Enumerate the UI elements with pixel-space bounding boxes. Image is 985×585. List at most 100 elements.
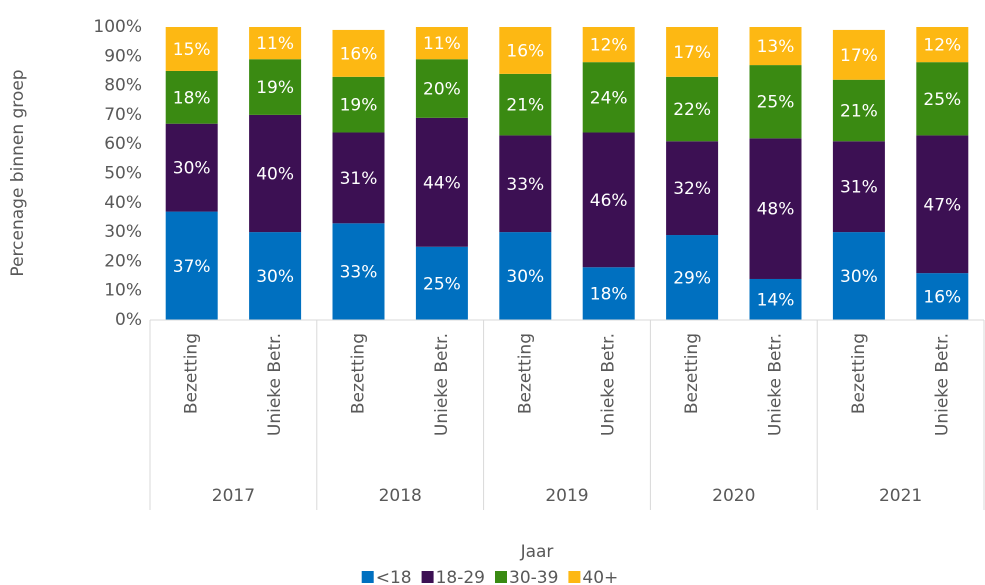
data-label: 25%	[423, 274, 461, 294]
legend-label: 40+	[582, 568, 618, 585]
data-label: 37%	[173, 257, 211, 277]
data-label: 15%	[173, 40, 211, 60]
x-tick-label: Unieke Betr.	[432, 333, 452, 436]
data-label: 47%	[923, 195, 961, 215]
bar-segment	[666, 76, 719, 142]
bar-segment	[165, 27, 218, 71]
data-label: 17%	[840, 46, 878, 66]
group-label: 2017	[212, 486, 255, 506]
y-tick-label: 20%	[104, 251, 142, 271]
data-label: 17%	[673, 43, 711, 63]
bar-segment	[415, 117, 468, 247]
group-label: 2020	[712, 486, 755, 506]
legend-label: 30-39	[509, 568, 558, 585]
data-label: 16%	[923, 288, 961, 308]
bar-segment	[332, 132, 385, 224]
y-tick-label: 10%	[104, 281, 142, 301]
bar-segment	[249, 27, 302, 60]
data-label: 16%	[340, 44, 378, 64]
data-label: 33%	[506, 175, 544, 195]
x-tick-label: Bezetting	[515, 333, 535, 414]
bar-segment	[749, 27, 802, 66]
data-label: 30%	[256, 267, 294, 287]
x-tick-label: Unieke Betr.	[265, 333, 285, 436]
bar-segment	[499, 27, 552, 74]
bar-segment	[415, 59, 468, 118]
x-tick-label: Unieke Betr.	[766, 333, 786, 436]
group-label: 2018	[379, 486, 422, 506]
data-label: 21%	[840, 102, 878, 122]
data-label: 12%	[590, 36, 628, 56]
group-label: 2021	[879, 486, 922, 506]
data-label: 12%	[923, 36, 961, 56]
legend-swatch	[361, 571, 374, 583]
data-label: 19%	[256, 78, 294, 98]
legend-label: 18-29	[436, 568, 485, 585]
y-tick-label: 60%	[104, 134, 142, 154]
bar-segment	[165, 70, 218, 124]
x-tick-label: Unieke Betr.	[599, 333, 619, 436]
y-tick-label: 50%	[104, 164, 142, 184]
data-label: 44%	[423, 173, 461, 193]
x-tick-label: Bezetting	[682, 333, 702, 414]
bar-segment	[249, 232, 302, 320]
data-label: 14%	[757, 290, 795, 310]
legend-swatch	[421, 571, 434, 583]
data-label: 13%	[757, 37, 795, 57]
data-label: 30%	[173, 159, 211, 179]
bar-segment	[165, 123, 218, 212]
data-label: 25%	[757, 93, 795, 113]
legend-swatch	[495, 571, 507, 583]
bar-segment	[165, 211, 218, 320]
bar-segment	[749, 65, 802, 139]
y-tick-label: 100%	[93, 17, 142, 37]
group-label: 2019	[545, 486, 588, 506]
legend-swatch	[568, 571, 581, 583]
bar-segment	[916, 135, 969, 274]
bar-segment	[415, 27, 468, 60]
bar-segment	[832, 232, 885, 320]
y-tick-label: 80%	[104, 76, 142, 96]
bar-segment	[749, 138, 802, 279]
bar-segment	[582, 132, 635, 268]
legend-label: <18	[376, 568, 412, 585]
bar-segment	[582, 267, 635, 320]
bar-segment	[832, 29, 885, 80]
data-label: 29%	[673, 269, 711, 289]
x-tick-label: Unieke Betr.	[932, 333, 952, 436]
bar-segment	[916, 273, 969, 320]
bar-segment	[666, 235, 719, 320]
data-label: 30%	[506, 267, 544, 287]
y-tick-label: 70%	[104, 105, 142, 125]
bar-segment	[332, 223, 385, 320]
data-label: 11%	[256, 34, 294, 54]
x-tick-label: Bezetting	[182, 333, 202, 414]
data-label: 16%	[506, 41, 544, 61]
bar-segment	[832, 79, 885, 142]
data-label: 40%	[256, 165, 294, 185]
data-label: 30%	[840, 267, 878, 287]
data-label: 22%	[673, 100, 711, 120]
x-tick-label: Bezetting	[349, 333, 369, 414]
data-label: 20%	[423, 80, 461, 100]
data-label: 11%	[423, 34, 461, 54]
bar-segment	[916, 62, 969, 136]
bar-segment	[415, 246, 468, 320]
y-tick-label: 90%	[104, 46, 142, 66]
data-label: 48%	[757, 200, 795, 220]
bar-segment	[332, 76, 385, 133]
bar-segment	[499, 73, 552, 136]
x-axis-title: Jaar	[520, 542, 554, 562]
bar-segment	[499, 232, 552, 320]
data-label: 19%	[340, 96, 378, 116]
data-label: 31%	[340, 169, 378, 189]
y-tick-label: 30%	[104, 222, 142, 242]
x-tick-label: Bezetting	[849, 333, 869, 414]
data-label: 25%	[923, 90, 961, 110]
bar-segment	[666, 27, 719, 77]
data-label: 33%	[340, 263, 378, 283]
bar-segment	[582, 62, 635, 133]
data-label: 32%	[673, 179, 711, 199]
data-label: 46%	[590, 191, 628, 211]
